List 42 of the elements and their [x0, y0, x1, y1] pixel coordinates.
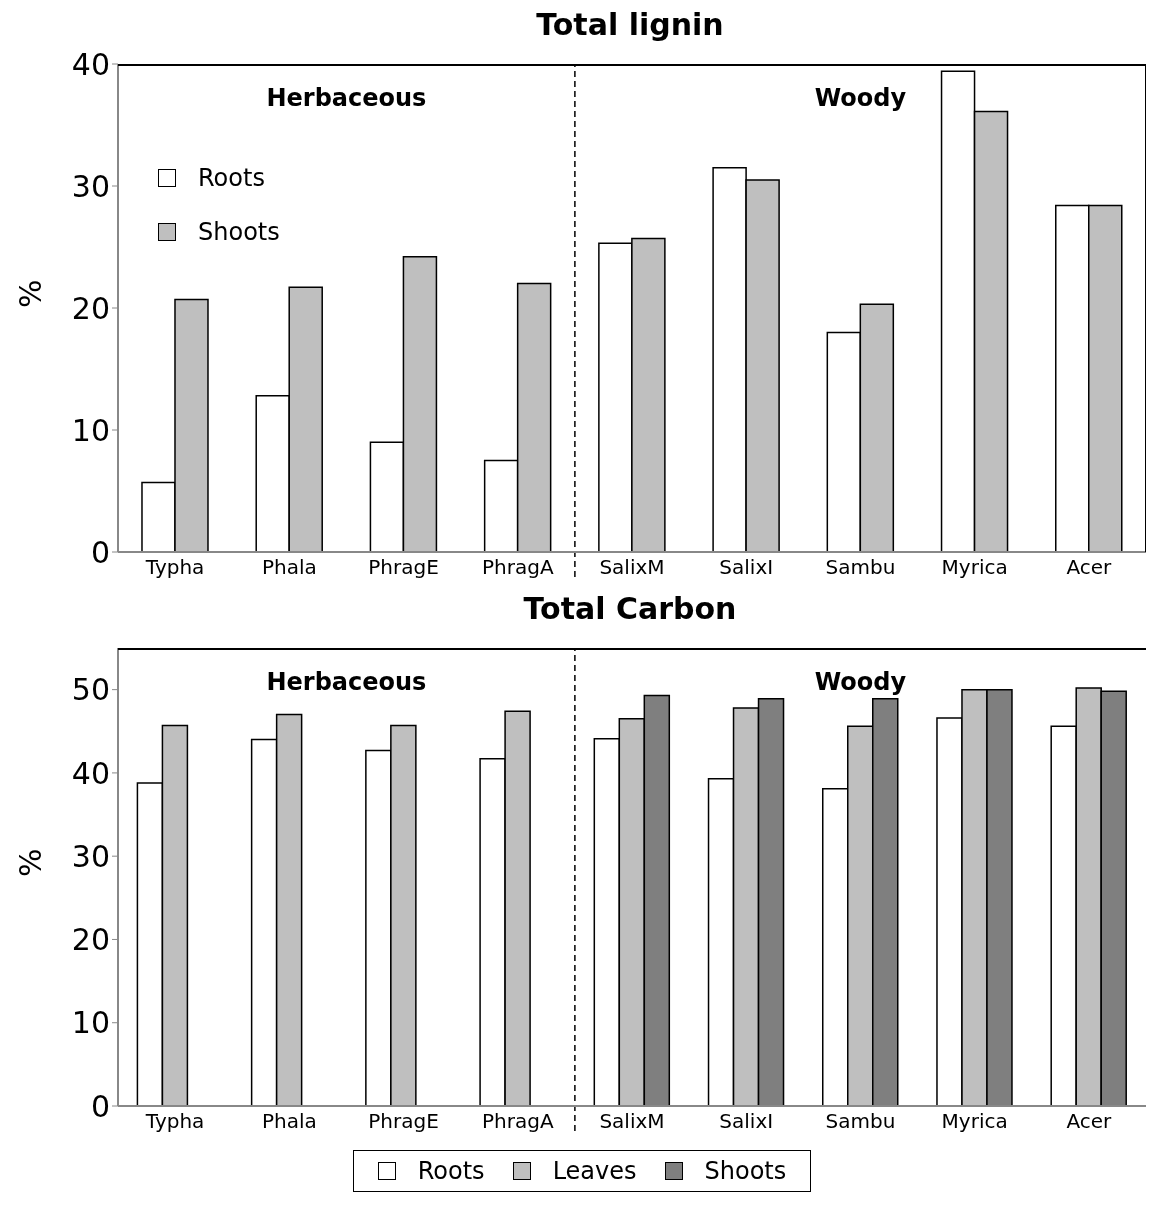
y-tick-label: 40 [71, 46, 110, 82]
x-tick-label: Phala [261, 555, 317, 580]
x-tick-label: Myrica [941, 1109, 1008, 1134]
y-tick-label: 40 [71, 755, 110, 791]
x-tick-label: PhragA [481, 555, 554, 580]
x-tick-label: SalixM [599, 1109, 665, 1134]
chart-title: Total lignin [535, 7, 725, 42]
x-tick-label: Phala [261, 1109, 317, 1134]
y-tick-label: 20 [71, 922, 110, 958]
x-tick-label: Myrica [941, 555, 1008, 580]
y-tick-label: 0 [90, 1088, 110, 1124]
legend-label: Roots [417, 1157, 485, 1185]
y-tick-label: 30 [71, 168, 110, 204]
x-tick-label: Sambu [825, 555, 896, 580]
x-tick-label: Acer [1066, 555, 1113, 580]
x-tick-label: Typha [144, 555, 205, 580]
y-axis-title: % [12, 279, 48, 308]
x-tick-label: SalixI [719, 555, 774, 580]
x-tick-label: SalixI [719, 1109, 774, 1134]
y-axis-title: % [12, 848, 48, 877]
annotation: Woody [814, 84, 907, 112]
x-tick-label: Typha [144, 1109, 205, 1134]
annotation: Herbaceous [266, 668, 427, 696]
y-tick-label: 20 [71, 290, 110, 326]
x-tick-label: PhragE [368, 555, 439, 580]
x-tick-label: SalixM [599, 555, 665, 580]
x-tick-label: Sambu [825, 1109, 896, 1134]
y-tick-label: 30 [71, 838, 110, 874]
legend-label: Shoots [704, 1157, 787, 1185]
y-tick-label: 10 [71, 412, 110, 448]
y-tick-label: 10 [71, 1005, 110, 1041]
y-tick-label: 50 [71, 672, 110, 708]
annotation: Woody [814, 668, 907, 696]
x-tick-label: PhragE [368, 1109, 439, 1134]
annotation: Herbaceous [266, 84, 427, 112]
legend-label: Leaves [552, 1157, 637, 1185]
x-tick-label: PhragA [481, 1109, 554, 1134]
chart-title: Total Carbon [522, 591, 738, 626]
x-tick-label: Acer [1066, 1109, 1113, 1134]
legend-label: Shoots [198, 218, 280, 246]
legend-label: Roots [198, 164, 265, 192]
y-tick-label: 0 [90, 534, 110, 570]
